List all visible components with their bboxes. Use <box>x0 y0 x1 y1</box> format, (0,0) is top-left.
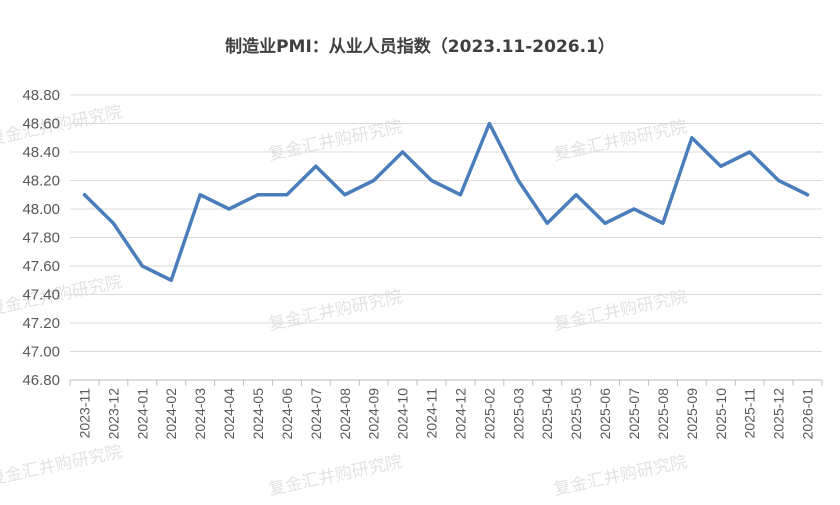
y-tick-label: 46.80 <box>22 372 60 389</box>
x-tick-label: 2024-07 <box>308 388 324 440</box>
x-tick-label: 2025-04 <box>539 388 555 440</box>
x-tick-label: 2025-10 <box>713 388 729 440</box>
x-tick-label: 2025-03 <box>510 388 526 440</box>
y-tick-label: 47.60 <box>22 258 60 275</box>
x-tick-label: 2025-06 <box>597 388 613 440</box>
series-group <box>82 121 810 282</box>
x-axis: 2023-11 2023-12 2024-01 2024-02 2024-03 2024-… <box>69 379 823 440</box>
watermark-text: 复金汇井购研究院 <box>267 452 404 500</box>
chart-title: 制造业PMI：从业人员指数（2023.11-2026.1） <box>225 36 615 57</box>
y-tick-label: 48.80 <box>22 87 60 104</box>
x-tick-label: 2023-11 <box>76 388 92 439</box>
watermark-text: 复金汇井购研究院 <box>0 272 124 320</box>
x-tick-label: 2025-02 <box>481 388 497 440</box>
watermark-text: 复金汇井购研究院 <box>552 117 689 165</box>
y-tick-label: 47.00 <box>22 344 60 361</box>
watermark-text: 复金汇井购研究院 <box>267 117 404 165</box>
y-tick-label: 47.80 <box>22 230 60 247</box>
x-tick-label: 2023-12 <box>105 388 121 440</box>
watermark-text: 复金汇井购研究院 <box>0 102 124 150</box>
x-tick-label: 2024-03 <box>192 388 208 440</box>
x-tick-label: 2024-11 <box>424 388 440 439</box>
x-tick-label: 2024-06 <box>279 388 295 440</box>
x-tick-label: 2025-07 <box>626 388 642 440</box>
x-tick-label: 2024-04 <box>221 388 237 440</box>
x-tick-label: 2024-05 <box>250 388 266 440</box>
x-tick-label: 2024-02 <box>163 388 179 440</box>
y-tick-label: 48.00 <box>22 201 60 218</box>
y-tick-label: 47.20 <box>22 315 60 332</box>
y-tick-label: 48.60 <box>22 116 60 133</box>
x-tick-label: 2025-08 <box>655 388 671 440</box>
x-tick-label: 2024-08 <box>337 388 353 440</box>
x-tick-label: 2024-09 <box>366 388 382 440</box>
watermark-text: 复金汇井购研究院 <box>552 452 689 500</box>
gridlines <box>70 94 822 352</box>
y-tick-label: 47.40 <box>22 287 60 304</box>
x-tick-label: 2026-01 <box>800 388 816 440</box>
x-tick-label: 2025-09 <box>684 388 700 440</box>
watermark-text: 复金汇井购研究院 <box>0 442 124 490</box>
x-tick-label: 2025-11 <box>742 388 758 439</box>
x-tick-label: 2025-05 <box>568 388 584 440</box>
y-axis-ticks: 46.80 47.00 47.20 47.40 47.60 47.80 48.00 48.20… <box>22 87 60 389</box>
y-tick-label: 48.40 <box>22 144 60 161</box>
x-tick-label: 2024-10 <box>395 388 411 440</box>
y-tick-label: 48.20 <box>22 173 60 190</box>
series-line <box>82 121 810 282</box>
x-tick-label: 2025-12 <box>771 388 787 440</box>
x-tick-label: 2024-01 <box>134 388 150 440</box>
x-tick-label: 2024-12 <box>452 388 468 440</box>
